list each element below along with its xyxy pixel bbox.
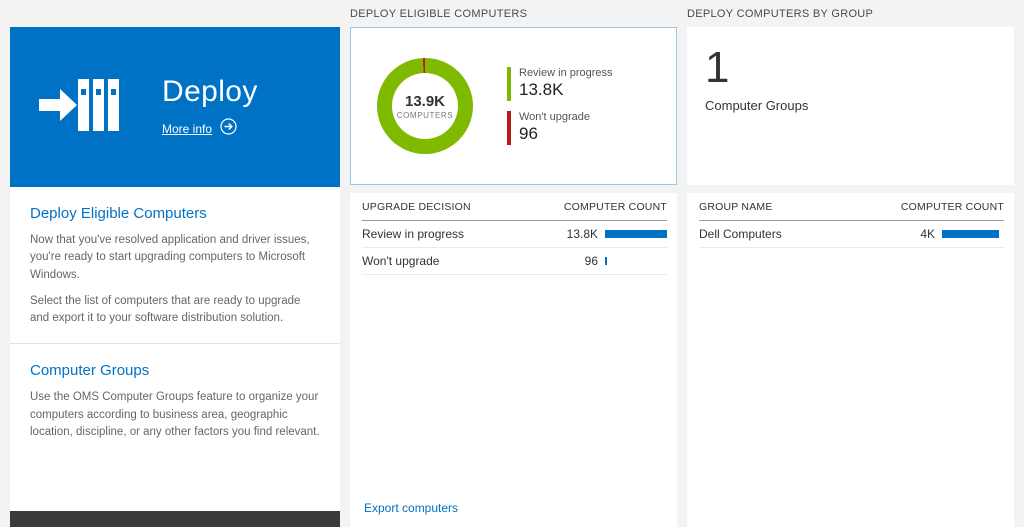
legend-value: 96 [519, 124, 538, 143]
row-label: Review in progress [362, 227, 465, 241]
more-info-row: More info [162, 117, 258, 140]
legend-entry-review-in-progress: Review in progress 13.8K [507, 67, 613, 101]
deploy-overview-column: Deploy More info Deploy Eligible Compute… [10, 0, 340, 527]
legend-label: Won't upgrade [519, 111, 591, 123]
group-name-table-card: GROUP NAME COMPUTER COUNT Dell Computers… [687, 193, 1014, 527]
legend-label: Review in progress [519, 67, 613, 79]
donut-legend: Review in progress 13.8K Won't upgrade 9… [507, 67, 613, 145]
eligible-computers-donut-card[interactable]: 13.9K COMPUTERS Review in progress 13.8K… [350, 27, 677, 185]
deploy-eligible-heading: Deploy Eligible Computers [30, 205, 207, 222]
more-info-link[interactable]: More info [162, 121, 213, 136]
row-label: Dell Computers [699, 227, 782, 241]
legend-entry-wont-upgrade: Won't upgrade 96 [507, 111, 613, 145]
computer-groups-count-card[interactable]: 1 Computer Groups [687, 27, 1014, 185]
deploy-eligible-section: Deploy Eligible Computers Now that you'v… [10, 187, 340, 343]
column-header-computer-count: COMPUTER COUNT [900, 200, 1004, 213]
row-bar-track [942, 230, 1004, 238]
row-bar [605, 257, 607, 265]
deploy-icon [38, 76, 120, 139]
row-bar [942, 230, 1000, 238]
more-info-arrow-icon[interactable] [220, 117, 237, 140]
row-label: Won't upgrade [362, 254, 440, 268]
deploy-description-card: Deploy Eligible Computers Now that you'v… [10, 187, 340, 511]
donut-ring: 13.9K COMPUTERS [377, 58, 473, 154]
deploy-tile[interactable]: Deploy More info [10, 27, 340, 187]
legend-text: Review in progress 13.8K [519, 67, 613, 101]
column-header-upgrade-decision: UPGRADE DECISION [362, 200, 471, 213]
left-column-header-spacer [10, 0, 340, 27]
deploy-tile-title: Deploy [162, 74, 258, 108]
group-table-header: GROUP NAME COMPUTER COUNT [699, 193, 1004, 221]
deploy-eligible-paragraph-2: Select the list of computers that are re… [30, 294, 301, 324]
tile-footer-bar [10, 511, 340, 527]
row-value: 4K [920, 227, 935, 241]
deploy-eligible-column: DEPLOY ELIGIBLE COMPUTERS 13.9K COMPUTER… [350, 0, 677, 527]
table-empty-space [362, 275, 667, 493]
computers-by-group-column: DEPLOY COMPUTERS BY GROUP 1 Computer Gro… [687, 0, 1014, 527]
deploy-tile-text: Deploy More info [162, 75, 258, 140]
row-bar-track [605, 257, 667, 265]
computer-groups-heading: Computer Groups [30, 362, 150, 380]
upgrade-decision-table-card: UPGRADE DECISION COMPUTER COUNT Review i… [350, 193, 677, 527]
export-computers-link[interactable]: Export computers [364, 501, 459, 515]
computers-by-group-column-header: DEPLOY COMPUTERS BY GROUP [687, 7, 874, 20]
upgrade-decision-table-header: UPGRADE DECISION COMPUTER COUNT [362, 193, 667, 221]
row-value: 96 [584, 254, 598, 268]
column-header-computer-count: COMPUTER COUNT [563, 200, 667, 213]
legend-text: Won't upgrade 96 [519, 111, 590, 145]
deploy-eligible-paragraph-1: Now that you've resolved application and… [30, 234, 310, 281]
legend-value: 13.8K [519, 80, 564, 99]
table-row-wont-upgrade[interactable]: Won't upgrade 96 [362, 248, 667, 275]
computer-groups-count: 1 [705, 43, 730, 92]
donut-center: 13.9K COMPUTERS [392, 73, 458, 139]
table-row-dell-computers[interactable]: Dell Computers 4K [699, 221, 1004, 248]
computer-groups-paragraph: Use the OMS Computer Groups feature to o… [30, 391, 320, 438]
donut-total-value: 13.9K [404, 92, 446, 110]
table-row-review-in-progress[interactable]: Review in progress 13.8K [362, 221, 667, 248]
donut-total-label: COMPUTERS [396, 110, 454, 120]
computer-groups-section: Computer Groups Use the OMS Computer Gro… [10, 343, 340, 457]
column-header-group-name: GROUP NAME [699, 200, 773, 213]
computer-groups-count-label: Computer Groups [705, 97, 809, 113]
table-empty-space [699, 248, 1004, 521]
legend-swatch-red [507, 111, 511, 145]
legend-swatch-green [507, 67, 511, 101]
row-bar-track [605, 230, 667, 238]
deploy-eligible-column-header: DEPLOY ELIGIBLE COMPUTERS [350, 7, 528, 20]
row-bar [605, 230, 667, 238]
row-value: 13.8K [566, 227, 598, 241]
